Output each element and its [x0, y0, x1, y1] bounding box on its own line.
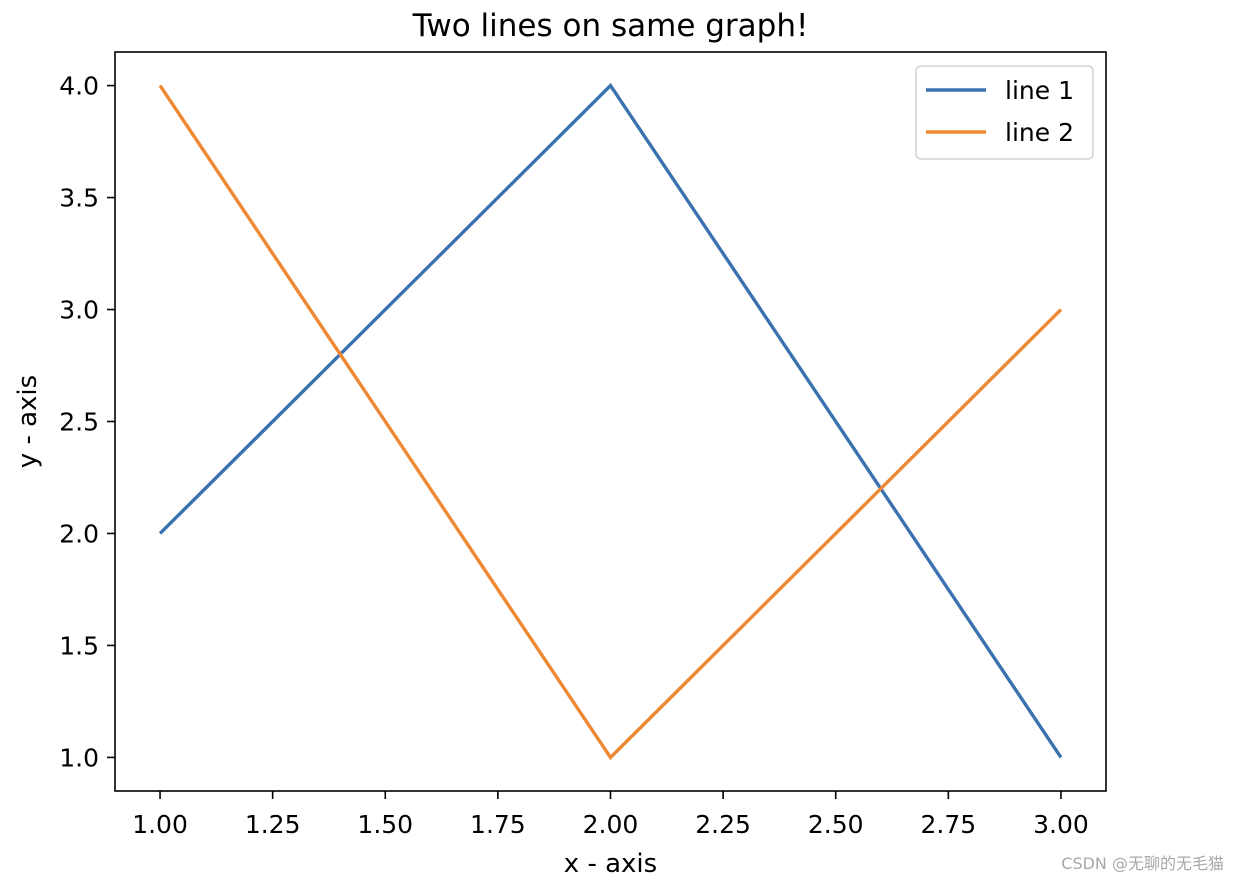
y-tick-label: 2.0 [59, 519, 99, 548]
x-tick-label: 2.00 [583, 810, 639, 839]
chart-title: Two lines on same graph! [412, 8, 809, 44]
x-tick-label: 2.75 [921, 810, 977, 839]
x-tick-label: 1.00 [132, 810, 188, 839]
y-tick-label: 1.0 [59, 743, 99, 772]
y-tick-label: 4.0 [59, 72, 99, 101]
x-tick-label: 3.00 [1033, 810, 1089, 839]
x-tick-label: 2.25 [695, 810, 751, 839]
x-tick-label: 1.50 [357, 810, 413, 839]
x-axis-label: x - axis [564, 849, 657, 879]
legend-label: line 2 [1005, 118, 1074, 147]
x-tick-label: 2.50 [808, 810, 864, 839]
legend: line 1 line 2 [915, 65, 1094, 160]
y-tick-label: 1.5 [59, 631, 99, 660]
y-axis-label: y - axis [13, 375, 43, 468]
x-tick-label: 1.75 [470, 810, 526, 839]
y-tick-label: 3.5 [59, 184, 99, 213]
plot-frame [114, 51, 1107, 792]
legend-label: line 1 [1005, 76, 1074, 105]
x-tick-label: 1.25 [245, 810, 301, 839]
y-tick-label: 2.5 [59, 408, 99, 437]
watermark: CSDN @无聊的无毛猫 [1061, 854, 1224, 873]
series-line-2 [158, 84, 1063, 761]
series-line-1 [158, 82, 1063, 759]
series-layer [158, 82, 1063, 761]
y-axis-ticks: 1.0 1.5 2.0 2.5 3.0 3.5 4.0 [59, 72, 115, 772]
x-axis-ticks: 1.00 1.25 1.50 1.75 2.00 2.25 2.50 2.75 3.00 [132, 791, 1089, 839]
y-tick-label: 3.0 [59, 296, 99, 325]
